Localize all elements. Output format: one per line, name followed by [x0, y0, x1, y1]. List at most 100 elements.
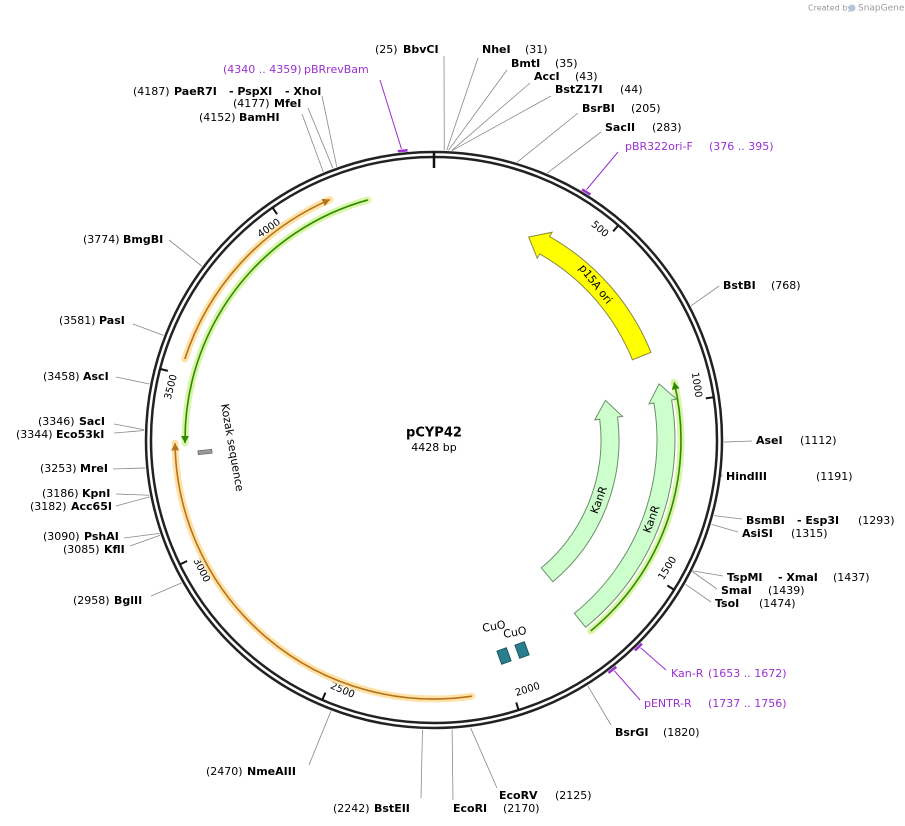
feature-head [671, 382, 680, 390]
site-name: MreI [80, 462, 108, 475]
site-name: NheI [482, 43, 511, 56]
site-position: (3090) [43, 530, 80, 543]
site-leader [112, 467, 146, 470]
site-leader [547, 131, 602, 174]
feature-head [181, 436, 190, 444]
tick-label: 500 [589, 219, 611, 240]
site-name: - XhoI [285, 85, 321, 98]
site-leader [321, 95, 338, 167]
feature-arrow [527, 231, 652, 361]
primer-name: pENTR-R [644, 697, 692, 710]
site-position: (1191) [816, 470, 853, 483]
site-leader [307, 107, 334, 169]
site-leader [685, 583, 712, 603]
site-position: (1820) [663, 726, 700, 739]
site-leader [115, 376, 150, 385]
site-name: BstBI [723, 279, 756, 292]
site-position: (1437) [833, 571, 870, 584]
site-name: BsrGI [615, 726, 648, 739]
site-position: (31) [525, 43, 548, 56]
site-leader [692, 570, 724, 577]
primer-leader [640, 647, 667, 671]
site-leader [516, 112, 579, 163]
primer-name: pBRrevBam [304, 63, 369, 76]
site-name: TsoI [715, 597, 739, 610]
primer-leader [379, 79, 402, 149]
site-name: BmtI [511, 57, 540, 70]
primer-name: pBR322ori-F [625, 140, 693, 153]
site-leader [168, 239, 203, 267]
site-leader [308, 710, 332, 766]
primer-leader [586, 151, 619, 191]
site-position: (3253) [40, 462, 77, 475]
feature-arrow [540, 399, 624, 583]
site-position: (1474) [759, 597, 796, 610]
plasmid-name: pCYP42 [406, 426, 462, 441]
site-leader [115, 493, 150, 496]
feature-line [184, 199, 369, 444]
site-name: - Esp3I [797, 514, 839, 527]
primer-mark [397, 148, 408, 153]
site-position: (3346) [38, 415, 75, 428]
site-position: (2470) [206, 765, 243, 778]
site-position: (3774) [83, 233, 120, 246]
feature-glow [171, 439, 476, 703]
site-name: PasI [99, 314, 125, 327]
site-position: (1293) [858, 514, 895, 527]
site-leader [115, 496, 150, 507]
site-position: (3458) [43, 370, 80, 383]
site-name: KpnI [82, 487, 110, 500]
site-position: (2958) [73, 594, 110, 607]
site-leader [448, 69, 508, 151]
site-name: - PspXI [229, 85, 272, 98]
site-leader [470, 727, 498, 789]
site-name: Acc65I [71, 500, 112, 513]
site-leader [587, 685, 612, 726]
site-name: BstEII [374, 802, 410, 815]
primer-range: (4340 .. 4359) [223, 63, 302, 76]
primer-leader [614, 670, 641, 701]
tick-label: 3500 [163, 373, 180, 400]
site-name: BsmBI [746, 514, 785, 527]
site-leader [129, 534, 161, 547]
feature-line [174, 443, 472, 700]
site-leader [113, 423, 145, 431]
cuo-box [496, 647, 512, 665]
feature-label: Kozak sequence [218, 403, 246, 493]
site-position: (768) [771, 279, 801, 292]
site-position: (3186) [42, 487, 79, 500]
site-position: (3581) [59, 314, 96, 327]
site-leader [150, 582, 182, 597]
site-leader [123, 532, 160, 539]
site-name: BglII [114, 594, 142, 607]
site-position: (4152) [199, 111, 236, 124]
feature-glow [181, 196, 372, 447]
tick-mark [271, 207, 278, 215]
primer-name: Kan-R [671, 667, 704, 680]
site-leader [723, 440, 753, 443]
site-name: EcoRV [499, 789, 538, 802]
site-name: BamHI [239, 111, 280, 124]
watermark-prefix: Created by [808, 4, 852, 13]
plasmid-length: 4428 bp [411, 441, 456, 454]
site-leader [690, 285, 720, 307]
watermark-brand: SnapGene [858, 4, 905, 14]
site-position: (43) [575, 70, 598, 83]
site-leader [711, 523, 739, 533]
feature-arrow [573, 383, 678, 628]
site-name: BbvCI [403, 43, 439, 56]
primer-range: (1737 .. 1756) [708, 697, 787, 710]
cuo-box [514, 641, 530, 659]
site-leader [692, 571, 718, 590]
site-position: (35) [555, 57, 578, 70]
site-name: SmaI [721, 584, 752, 597]
site-name: Eco53kI [56, 428, 104, 441]
site-position: (2170) [503, 802, 540, 815]
site-name: AseI [756, 434, 783, 447]
tick-label: 1500 [657, 555, 680, 582]
site-name: BstZ17I [555, 83, 603, 96]
site-name: SacII [605, 121, 635, 134]
site-name: BmgBI [123, 233, 163, 246]
site-name: PshAI [84, 530, 119, 543]
